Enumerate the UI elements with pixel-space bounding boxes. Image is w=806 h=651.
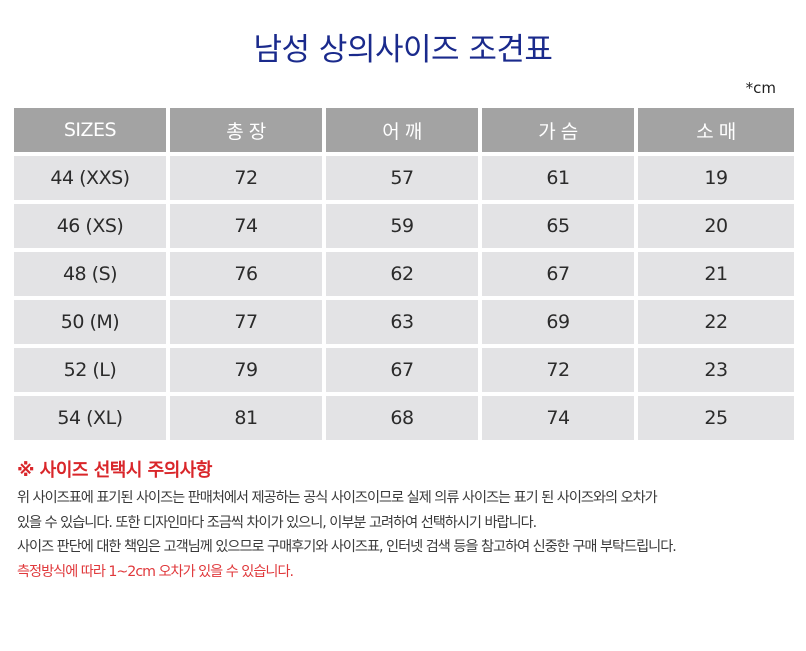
total-length-cell: 72 — [170, 156, 326, 204]
table-row: 50 (M) 77 63 69 22 — [14, 300, 794, 348]
table-row: 44 (XXS) 72 57 61 19 — [14, 156, 794, 204]
notes-section: ※ 사이즈 선택시 주의사항 위 사이즈표에 표기된 사이즈는 판매처에서 제공… — [17, 456, 797, 584]
chest-cell: 61 — [482, 156, 638, 204]
shoulder-cell: 62 — [326, 252, 482, 300]
notes-heading: ※ 사이즈 선택시 주의사항 — [17, 460, 212, 481]
size-cell: 46 (XS) — [14, 204, 170, 252]
header-total-length: 총 장 — [170, 108, 326, 156]
shoulder-cell: 59 — [326, 204, 482, 252]
shoulder-cell: 68 — [326, 396, 482, 444]
table-row: 52 (L) 79 67 72 23 — [14, 348, 794, 396]
sleeve-cell: 20 — [638, 204, 794, 252]
size-table: SIZES 총 장 어 깨 가 슴 소 매 44 (XXS) 72 57 61 … — [14, 108, 794, 444]
header-chest: 가 슴 — [482, 108, 638, 156]
note-line: 있을 수 있습니다. 또한 디자인마다 조금씩 차이가 있으니, 이부분 고려하… — [17, 514, 537, 531]
header-shoulder: 어 깨 — [326, 108, 482, 156]
header-sleeve: 소 매 — [638, 108, 794, 156]
sleeve-cell: 19 — [638, 156, 794, 204]
size-cell: 48 (S) — [14, 252, 170, 300]
chest-cell: 72 — [482, 348, 638, 396]
chest-cell: 74 — [482, 396, 638, 444]
table-row: 48 (S) 76 62 67 21 — [14, 252, 794, 300]
table-row: 54 (XL) 81 68 74 25 — [14, 396, 794, 444]
shoulder-cell: 57 — [326, 156, 482, 204]
page-title: 남성 상의사이즈 조견표 — [253, 32, 553, 68]
chest-cell: 67 — [482, 252, 638, 300]
header-sizes: SIZES — [14, 108, 170, 156]
note-line-measurement: 측정방식에 따라 1~2cm 오차가 있을 수 있습니다. — [17, 563, 294, 580]
total-length-cell: 79 — [170, 348, 326, 396]
size-cell: 50 (M) — [14, 300, 170, 348]
total-length-cell: 77 — [170, 300, 326, 348]
size-cell: 44 (XXS) — [14, 156, 170, 204]
chest-cell: 65 — [482, 204, 638, 252]
total-length-cell: 74 — [170, 204, 326, 252]
sleeve-cell: 23 — [638, 348, 794, 396]
note-line: 위 사이즈표에 표기된 사이즈는 판매처에서 제공하는 공식 사이즈이므로 실제… — [17, 490, 658, 506]
total-length-cell: 81 — [170, 396, 326, 444]
note-line: 사이즈 판단에 대한 책임은 고객님께 있으므로 구매후기와 사이즈표, 인터넷… — [17, 539, 677, 555]
chest-cell: 69 — [482, 300, 638, 348]
sleeve-cell: 22 — [638, 300, 794, 348]
total-length-cell: 76 — [170, 252, 326, 300]
shoulder-cell: 67 — [326, 348, 482, 396]
sleeve-cell: 21 — [638, 252, 794, 300]
size-cell: 54 (XL) — [14, 396, 170, 444]
table-header-row: SIZES 총 장 어 깨 가 슴 소 매 — [14, 108, 794, 156]
sleeve-cell: 25 — [638, 396, 794, 444]
shoulder-cell: 63 — [326, 300, 482, 348]
size-cell: 52 (L) — [14, 348, 170, 396]
table-row: 46 (XS) 74 59 65 20 — [14, 204, 794, 252]
unit-label: *cm — [745, 79, 776, 97]
